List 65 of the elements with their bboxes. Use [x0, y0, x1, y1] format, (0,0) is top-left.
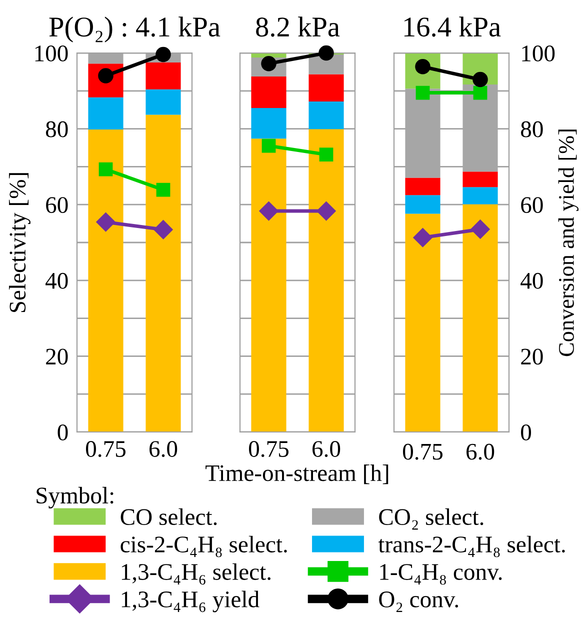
bar: [88, 97, 124, 130]
legend-label: trans-2-C₄H₈ select.: [378, 536, 565, 558]
bar: [146, 89, 181, 115]
x-axis-title: Time-on-stream [h]: [206, 464, 388, 484]
y-tick-label: 40: [46, 272, 68, 289]
y2-axis-title: Conversion and yield [%]: [558, 130, 579, 356]
y-tick-label: 60: [46, 197, 68, 214]
legend-label: 1-C₄H₈ conv.: [380, 564, 502, 585]
chart-title: 16.4 kPa: [404, 16, 501, 37]
point: [319, 148, 334, 162]
y-tick-label: 100: [35, 45, 68, 62]
legend-label: CO select.: [120, 508, 217, 526]
point: [318, 45, 334, 61]
legend-label: 1,3-C₄H₆ select.: [122, 563, 270, 585]
chart-title: 8.2 kPa: [256, 16, 340, 37]
bar: [251, 108, 286, 139]
y-tick-label: 0: [58, 424, 68, 440]
x-tick-label: 0.75: [86, 441, 126, 458]
y2-tick-label: 100: [522, 45, 555, 62]
point: [262, 138, 276, 153]
legend-label: 1,3-C₄H₆ yield: [122, 590, 260, 612]
bar: [308, 102, 344, 130]
y2-tick-label: 40: [520, 272, 543, 289]
bar: [88, 130, 124, 432]
bar: [462, 204, 498, 432]
bar: [308, 74, 344, 102]
point: [413, 228, 432, 248]
bar: [146, 62, 181, 90]
x-tick-label: 6.0: [150, 441, 178, 458]
bar: [146, 114, 181, 432]
point: [156, 182, 170, 197]
bar: [405, 214, 440, 432]
point: [416, 86, 430, 100]
legend-label: CO₂ select.: [379, 508, 484, 530]
y2-tick-label: 20: [521, 348, 543, 365]
point: [316, 202, 336, 221]
bar: [462, 172, 498, 188]
y2-tick-label: 0: [521, 424, 532, 440]
y-tick-label: 80: [46, 121, 68, 138]
point: [154, 220, 173, 240]
x-tick-label: 0.75: [402, 444, 442, 460]
point: [96, 212, 116, 232]
y-tick-label: 20: [46, 348, 68, 365]
point: [470, 220, 490, 239]
legend-label: cis-2-C₄H₈ select.: [120, 536, 287, 558]
x-tick-label: 6.0: [466, 444, 494, 460]
point: [98, 162, 113, 176]
chart-title: P(O₂) : 4.1 kPa: [49, 16, 220, 42]
y2-tick-label: 80: [521, 121, 543, 138]
bar: [251, 138, 286, 432]
point: [473, 86, 488, 100]
bar: [308, 129, 344, 432]
point: [156, 46, 171, 62]
legend-title: Symbol:: [36, 486, 114, 508]
bar: [405, 195, 440, 214]
x-tick-label: 6.0: [312, 441, 340, 458]
x-tick-label: 0.75: [248, 441, 288, 458]
bar: [405, 178, 440, 196]
y-axis-title: Selectivity [%]: [8, 173, 30, 312]
legend-label: O₂ conv.: [379, 592, 458, 612]
y2-tick-label: 60: [521, 197, 543, 214]
bar: [462, 187, 498, 204]
bar: [251, 76, 286, 108]
point: [472, 72, 488, 88]
point: [259, 202, 278, 221]
